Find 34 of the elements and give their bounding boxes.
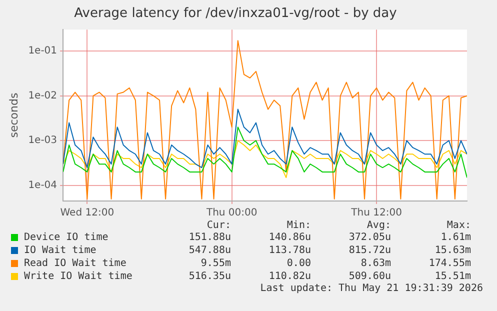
y-tick-label: 1e-04: [28, 180, 58, 192]
text: 15.63m: [434, 244, 472, 257]
legend-label: IO Wait time: [23, 244, 98, 257]
text: 113.78u: [268, 244, 312, 257]
text: 8.63m: [360, 257, 392, 270]
text: Max:: [446, 220, 472, 231]
text: 509.60u: [348, 270, 392, 283]
text: 547.88u: [188, 244, 232, 257]
text: Last update: Thu May 21 19:31:39 2026: [260, 283, 483, 294]
text: 140.86u: [268, 231, 312, 244]
text: 1.61m: [440, 231, 472, 244]
legend-label: Write IO Wait time: [23, 270, 134, 283]
y-tick-label: 1e-01: [28, 46, 58, 57]
legend-label: Read IO Wait time: [23, 257, 128, 270]
x-tick-label: Wed 12:00: [60, 208, 114, 219]
text: 516.35u: [188, 270, 232, 283]
y-axis-title: seconds: [7, 92, 20, 138]
text: 815.72u: [348, 244, 392, 257]
text: 0.00: [286, 257, 312, 270]
x-tick-label: Thu 12:00: [350, 208, 402, 219]
text: 151.88u: [188, 231, 232, 244]
text: 174.55m: [428, 257, 472, 270]
x-tick-label: Thu 00:00: [205, 208, 258, 219]
text: Min:: [286, 220, 312, 231]
text: 15.51m: [434, 270, 472, 283]
chart-title: Average latency for /dev/inxza01-vg/root - by day: [74, 6, 398, 22]
legend-label: Device IO time: [23, 231, 110, 244]
y-tick-label: 1e-03: [28, 135, 58, 146]
text: 372.05u: [348, 231, 392, 244]
text: 110.82u: [268, 270, 312, 283]
text: Cur:: [206, 220, 232, 231]
text: 9.55m: [200, 257, 232, 270]
text: Avg:: [366, 220, 392, 231]
y-tick-label: 1e-02: [28, 90, 58, 102]
